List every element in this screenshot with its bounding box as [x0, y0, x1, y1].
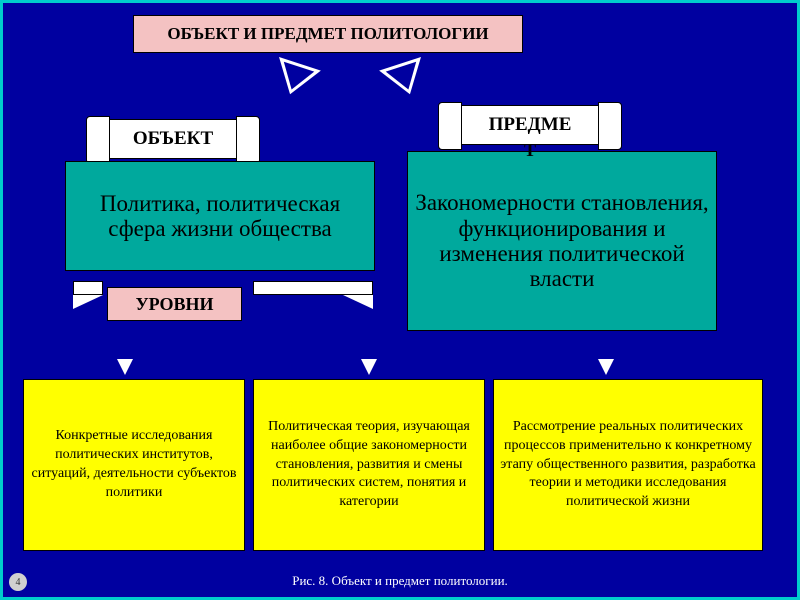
banner-subject: ПРЕДМЕ Т: [455, 105, 605, 145]
arrow-level-1: [117, 359, 133, 375]
description-object: Политика, политическая сфера жизни общес…: [65, 161, 375, 271]
banner-object-label: ОБЪЕКТ: [133, 128, 213, 150]
banner-subject-label-1: ПРЕДМЕ: [489, 114, 572, 136]
banner-subject-label-2: Т: [456, 140, 604, 161]
arrow-level-3: [598, 359, 614, 375]
figure-caption: Рис. 8. Объект и предмет политологии.: [3, 573, 797, 589]
arrow-level-2: [361, 359, 377, 375]
level-box-1: Конкретные исследования политических инс…: [23, 379, 245, 551]
arrow-to-object: [269, 57, 321, 101]
level-box-3: Рассмотрение реальных политических проце…: [493, 379, 763, 551]
level-box-2: Политическая теория, изучающая наиболее …: [253, 379, 485, 551]
description-subject: Закономерности становления, функциониров…: [407, 151, 717, 331]
arrow-to-subject: [379, 57, 431, 101]
diagram-title: ОБЪЕКТ И ПРЕДМЕТ ПОЛИТОЛОГИИ: [133, 15, 523, 53]
page-number: 4: [9, 573, 27, 591]
banner-object: ОБЪЕКТ: [103, 119, 243, 159]
banner-levels: УРОВНИ: [107, 287, 242, 321]
